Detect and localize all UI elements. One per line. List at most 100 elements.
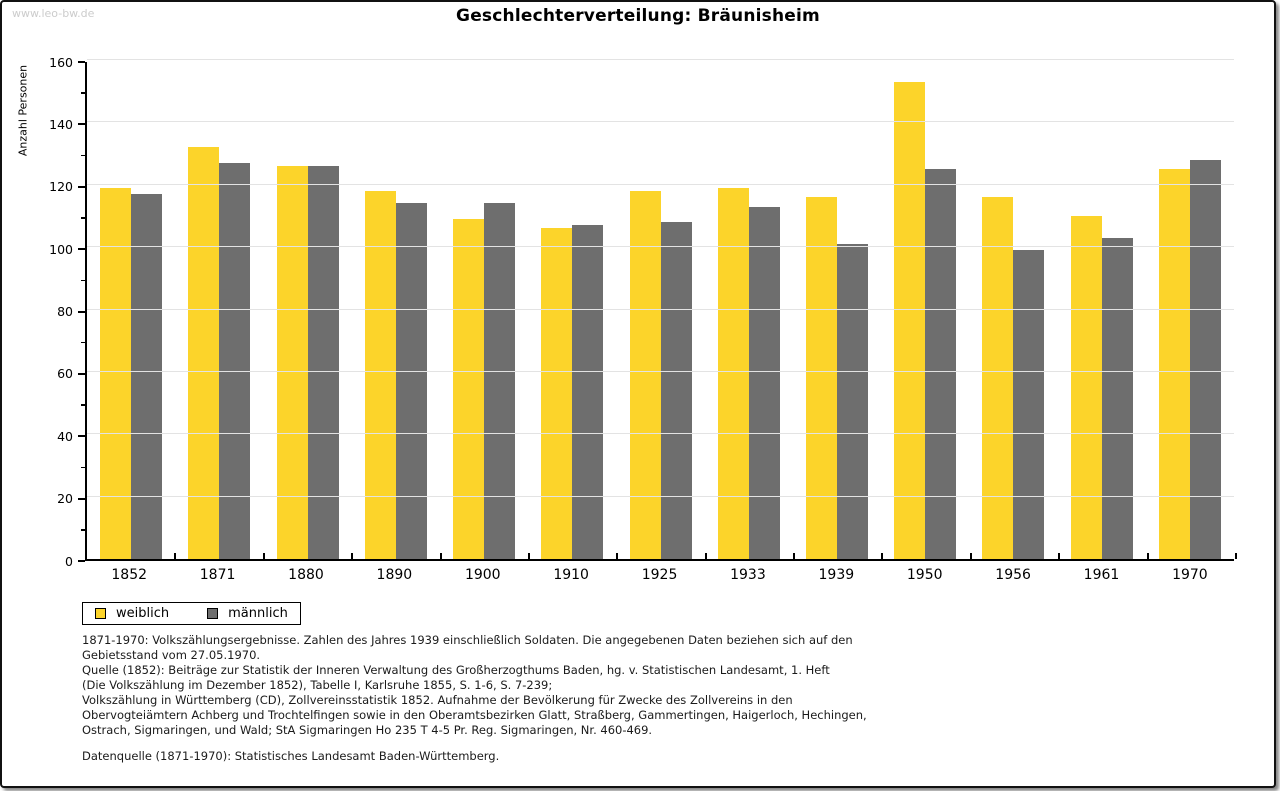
y-tick-label: 0 [65, 553, 73, 569]
x-tick-label: 1880 [288, 567, 324, 583]
bar-1900-weiblich [453, 219, 485, 559]
bar-1970-männlich [1189, 160, 1221, 559]
legend: weiblich männlich [82, 602, 301, 625]
x-tick-label: 1950 [906, 567, 943, 583]
y-tick-label: 20 [57, 491, 73, 507]
bars-container [87, 62, 1234, 559]
y-axis-minor-tick [81, 154, 85, 157]
gridline [87, 495, 1234, 497]
y-tick-label: 100 [49, 241, 73, 257]
y-axis-tick [78, 560, 85, 562]
bar-1933-männlich [748, 207, 780, 559]
y-tick-label: 120 [49, 179, 73, 195]
footnote-line: 1871-1970: Volkszählungsergebnisse. Zahl… [82, 633, 853, 647]
y-axis-tick [78, 185, 85, 188]
gridline [87, 59, 1234, 60]
bar-group-1910 [528, 62, 616, 559]
x-axis-tick [1058, 553, 1061, 559]
y-axis-tick [78, 61, 85, 63]
x-axis-tick [704, 553, 707, 559]
x-tick-label: 1900 [464, 567, 501, 583]
chart-title: Geschlechterverteilung: Bräunisheim [456, 6, 820, 26]
footnote-line: Gebietsstand vom 27.05.1970. [82, 648, 261, 662]
x-tick-label: 1871 [199, 567, 236, 583]
bar-1925-weiblich [629, 191, 661, 559]
bar-1871-weiblich [188, 147, 220, 559]
watermark-link: www.leo-bw.de [12, 7, 95, 20]
x-axis-tick [527, 553, 530, 559]
x-tick-label: 1852 [111, 567, 148, 583]
bar-1880-weiblich [276, 166, 308, 559]
y-axis-minor-tick [81, 217, 85, 219]
bar-1890-männlich [395, 203, 427, 559]
bar-1939-männlich [836, 244, 868, 559]
footnote-line: Obervogteiämtern Achberg und Trochtelfin… [82, 708, 867, 722]
bar-1910-männlich [572, 225, 604, 559]
bar-group-1961 [1058, 62, 1146, 559]
plot-area [85, 59, 1237, 561]
y-tick-label: 140 [49, 116, 73, 132]
bar-1956-weiblich [982, 197, 1014, 559]
legend-label: männlich [228, 606, 288, 621]
gridline [87, 183, 1234, 185]
bar-1890-weiblich [364, 191, 396, 559]
bar-1852-männlich [131, 194, 163, 559]
y-axis-minor-tick [81, 529, 85, 531]
datasource-line: Datenquelle (1871-1970): Statistisches L… [82, 749, 500, 763]
y-axis-tick [78, 123, 85, 126]
bar-1939-weiblich [805, 197, 837, 559]
x-axis-tick [881, 553, 884, 559]
y-axis-tick [78, 372, 85, 375]
y-tick-label: 40 [57, 428, 73, 444]
bar-group-1871 [175, 62, 263, 559]
bar-group-1925 [616, 62, 704, 559]
bar-group-1880 [263, 62, 351, 559]
bar-1910-weiblich [541, 228, 573, 559]
y-axis-tick [78, 310, 85, 313]
bar-1950-männlich [925, 169, 957, 559]
legend-label: weiblich [116, 606, 170, 621]
x-axis-tick [174, 553, 177, 559]
y-axis-label: Anzahl Personen [16, 64, 30, 157]
legend-swatch-weiblich [95, 608, 106, 619]
footnote-line: Volkszählung in Württemberg (CD), Zollve… [82, 693, 793, 707]
x-tick-label: 1925 [641, 567, 678, 583]
bar-group-1890 [352, 62, 440, 559]
x-tick-label: 1939 [818, 567, 855, 583]
y-tick-label: 80 [57, 304, 73, 319]
bar-1900-männlich [484, 203, 516, 559]
y-axis-tick [78, 248, 85, 251]
x-tick-label: 1910 [553, 567, 589, 583]
x-tick-label: 1961 [1083, 567, 1120, 583]
gridline [87, 308, 1234, 310]
y-axis-minor-tick [81, 404, 85, 406]
y-axis-tick [78, 435, 85, 438]
legend-swatch-maennlich [207, 608, 219, 619]
x-axis-tick [793, 553, 796, 559]
gridline [87, 370, 1234, 372]
footnote-line: Ostrach, Sigmaringen, und Wald; StA Sigm… [82, 723, 653, 737]
x-axis-tick [1146, 553, 1149, 559]
y-axis-tick [78, 497, 85, 500]
bar-1871-männlich [219, 163, 251, 559]
x-tick-label: 1890 [376, 567, 413, 583]
legend-item-weiblich: weiblich [95, 606, 169, 621]
y-axis-minor-tick [81, 466, 85, 469]
x-axis-tick [439, 553, 442, 559]
y-axis-minor-tick [81, 92, 85, 94]
x-axis-tick [262, 553, 265, 559]
bar-1970-weiblich [1158, 169, 1190, 559]
y-axis-minor-tick [81, 341, 85, 344]
x-axis-tick [1235, 553, 1237, 559]
bar-chart: Anzahl Personen 1852 1871 1880 1890 1900 1910… [2, 2, 1274, 602]
bar-1950-weiblich [894, 82, 926, 559]
gridline [87, 246, 1234, 248]
gridline [87, 121, 1234, 123]
bar-1880-männlich [307, 166, 339, 559]
y-tick-label: 60 [57, 366, 73, 382]
x-axis-labels: 1852 1871 1880 1890 1900 1910 1925 1933 1939 1950… [85, 567, 1234, 583]
bar-1956-männlich [1013, 250, 1045, 559]
x-tick-label: 1933 [730, 567, 766, 583]
legend-item-maennlich: männlich [207, 606, 288, 621]
